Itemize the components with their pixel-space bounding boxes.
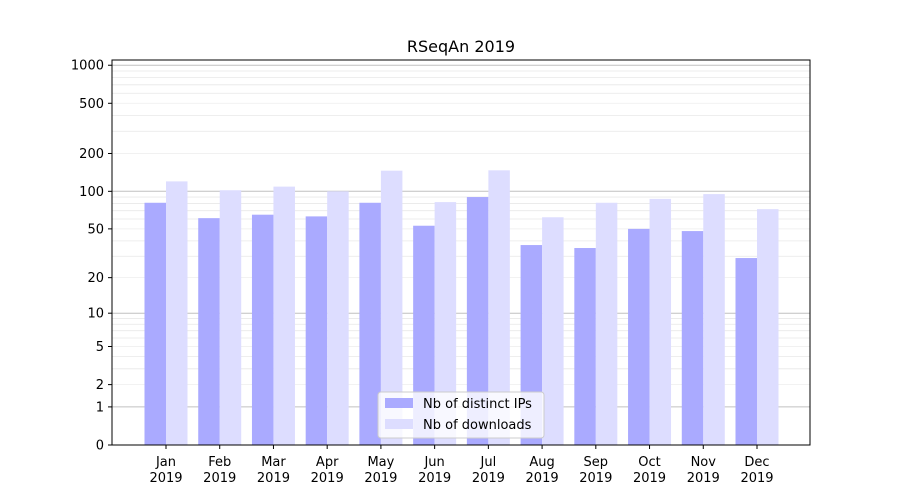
x-tick-label: Oct 2019 [633, 455, 666, 486]
y-tick-label: 0 [96, 439, 104, 454]
bar-downloads [273, 186, 295, 445]
bar-downloads [542, 217, 564, 445]
bar-distinct-ips [251, 214, 274, 445]
chart-title: RSeqAn 2019 [407, 37, 515, 56]
x-tick-label: Jun 2019 [418, 455, 451, 486]
bar-distinct-ips [574, 248, 596, 445]
legend-swatch-downloads [385, 419, 413, 429]
bar-distinct-ips [466, 197, 489, 445]
y-tick-label: 1 [96, 400, 104, 415]
bar-distinct-ips [735, 258, 757, 445]
bar-distinct-ips [198, 218, 220, 445]
bar-distinct-ips [359, 202, 381, 445]
x-tick-label: Aug 2019 [526, 455, 559, 486]
y-tick-label: 100 [79, 185, 104, 200]
x-tick-label: Mar 2019 [257, 455, 290, 486]
bar-distinct-ips [305, 216, 328, 445]
x-tick-label: Jan 2019 [149, 455, 182, 486]
bar-downloads [703, 194, 725, 445]
x-tick-label: Nov 2019 [687, 455, 720, 486]
x-tick-label: Feb 2019 [203, 455, 236, 486]
y-tick-label: 20 [87, 271, 104, 286]
bar-downloads [649, 198, 672, 445]
x-tick-label: Sep 2019 [579, 455, 612, 486]
legend-frame [377, 391, 545, 439]
y-tick-label: 200 [79, 147, 104, 162]
bar-distinct-ips [144, 202, 166, 445]
bar-downloads [488, 170, 510, 446]
bar-distinct-ips [413, 225, 435, 445]
bar-downloads [219, 190, 242, 445]
y-tick-label: 2 [96, 378, 104, 393]
bar-downloads [595, 202, 618, 445]
y-tick-label: 10 [87, 307, 104, 322]
bar-downloads [434, 202, 457, 445]
plot-frame [111, 59, 811, 446]
bar-downloads [166, 181, 188, 446]
bar-distinct-ips [681, 231, 704, 445]
x-tick-label: Jul 2019 [472, 455, 505, 486]
bar-downloads [757, 209, 779, 445]
x-tick-label: May 2019 [364, 455, 397, 486]
legend-swatch-distinct-ips [385, 398, 413, 408]
x-tick-label: Apr 2019 [311, 455, 344, 486]
legend-label-distinct-ips: Nb of distinct IPs [423, 397, 532, 412]
x-tick-label: Dec 2019 [740, 455, 773, 486]
bar-downloads [380, 170, 403, 445]
bars [144, 170, 779, 446]
y-tick-label: 50 [87, 222, 104, 237]
legend: Nb of distinct IPs Nb of downloads [377, 391, 545, 439]
y-axis-ticks: 0 1 2 5 10 20 50 100 200 500 1000 [71, 59, 112, 454]
bar-distinct-ips [628, 228, 650, 445]
legend-label-downloads: Nb of downloads [423, 418, 532, 433]
y-tick-label: 1000 [71, 59, 104, 74]
y-tick-label: 500 [79, 97, 104, 112]
y-tick-label: 5 [96, 340, 104, 355]
x-axis-ticks: Jan 2019 Feb 2019 Mar 2019 Apr 2019 May 2019 Jun 20… [149, 445, 774, 486]
bar-downloads [327, 191, 349, 445]
